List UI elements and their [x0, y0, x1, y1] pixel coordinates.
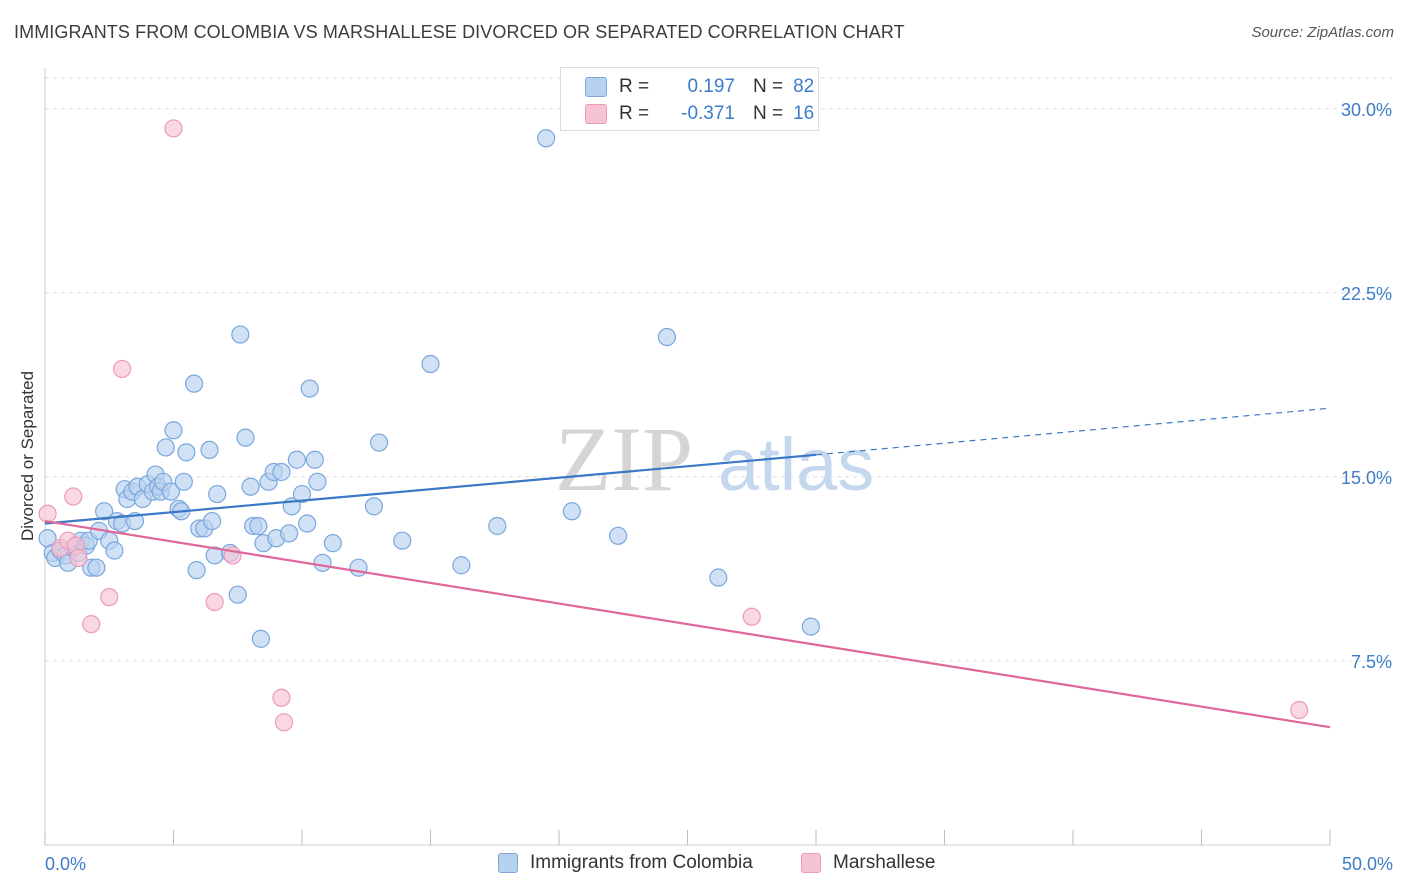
- chart-title: IMMIGRANTS FROM COLOMBIA VS MARSHALLESE …: [14, 22, 905, 42]
- data-point-colombia: [202, 511, 222, 531]
- legend-r-value: 0.197: [687, 76, 735, 97]
- series-marshallese-points: [38, 119, 1309, 732]
- legend-swatch-marshallese: [585, 104, 607, 124]
- watermark: ZIP atlas: [555, 408, 874, 510]
- data-point-colombia: [200, 440, 219, 460]
- data-point-colombia: [208, 484, 227, 504]
- legend-n-value: 16: [793, 103, 815, 124]
- data-point-colombia: [298, 514, 317, 533]
- data-point-colombia: [323, 534, 342, 553]
- data-point-marshallese: [272, 688, 291, 707]
- data-point-colombia: [184, 374, 204, 393]
- data-point-colombia: [488, 516, 507, 536]
- data-point-colombia: [300, 379, 319, 398]
- data-point-colombia: [164, 421, 183, 440]
- data-point-colombia: [709, 568, 728, 587]
- data-point-colombia: [161, 482, 181, 501]
- data-point-colombia: [313, 553, 332, 572]
- correlation-legend: R = 0.197 N = 82 R = -0.371 N = 16: [560, 67, 819, 131]
- data-point-marshallese: [274, 713, 294, 732]
- legend-swatch-marshallese: [801, 853, 821, 873]
- series-legend: Immigrants from Colombia Marshallese: [0, 852, 1406, 878]
- y-tick-label: 7.5%: [1351, 652, 1392, 672]
- tick-labels: 7.5% 15.0% 22.5% 30.0% 0.0% 50.0%: [45, 100, 1393, 874]
- data-point-colombia: [801, 617, 820, 636]
- trend-lines: [44, 407, 1331, 729]
- y-tick-label: 22.5%: [1341, 284, 1392, 304]
- data-point-colombia: [95, 502, 114, 521]
- legend-n-label: N =: [753, 76, 784, 97]
- data-point-colombia: [228, 585, 247, 604]
- data-point-colombia: [236, 428, 255, 447]
- data-point-colombia: [292, 484, 312, 504]
- data-point-colombia: [249, 516, 268, 536]
- data-point-colombia: [393, 531, 412, 550]
- legend-row-colombia: R = 0.197 N = 82: [585, 75, 814, 99]
- legend-label-colombia: Immigrants from Colombia: [530, 852, 753, 873]
- legend-n-value: 82: [793, 76, 815, 97]
- data-point-colombia: [308, 472, 327, 491]
- data-point-marshallese: [1290, 700, 1309, 720]
- data-point-marshallese: [82, 615, 101, 634]
- trend-line-colombia-extension: [815, 407, 1331, 456]
- legend-item-colombia[interactable]: Immigrants from Colombia: [498, 852, 753, 874]
- data-point-colombia: [272, 462, 291, 482]
- data-point-colombia: [609, 526, 628, 545]
- legend-swatch-colombia: [585, 77, 607, 97]
- legend-swatch-colombia: [498, 853, 518, 873]
- data-point-colombia: [187, 561, 206, 580]
- data-point-colombia: [287, 450, 306, 469]
- data-point-marshallese: [164, 119, 183, 138]
- watermark-zip: ZIP: [555, 408, 693, 510]
- data-point-marshallese: [64, 487, 83, 506]
- legend-label-marshallese: Marshallese: [833, 852, 936, 873]
- source-label: Source: ZipAtlas.com: [1251, 24, 1394, 41]
- data-point-colombia: [537, 129, 556, 148]
- data-point-colombia: [231, 325, 250, 344]
- y-tick-label: 15.0%: [1341, 468, 1392, 488]
- data-point-colombia: [241, 477, 260, 496]
- data-point-colombia: [562, 502, 581, 521]
- trend-line-marshallese: [44, 519, 1331, 729]
- data-point-marshallese: [205, 592, 224, 612]
- legend-item-marshallese[interactable]: Marshallese: [801, 852, 935, 874]
- data-point-marshallese: [742, 607, 761, 626]
- trend-line-colombia: [44, 453, 817, 525]
- data-point-colombia: [280, 524, 299, 543]
- data-point-marshallese: [112, 359, 132, 379]
- data-point-colombia: [349, 558, 368, 577]
- watermark-atlas: atlas: [718, 423, 874, 506]
- axes: [44, 68, 1331, 846]
- legend-n-label: N =: [753, 103, 784, 124]
- data-point-colombia: [370, 433, 389, 452]
- data-point-colombia: [156, 438, 175, 457]
- data-point-colombia: [174, 472, 193, 491]
- data-point-colombia: [364, 497, 384, 516]
- data-point-colombia: [421, 354, 440, 374]
- series-colombia-points: [38, 129, 820, 648]
- data-point-colombia: [251, 629, 270, 648]
- x-tick-label: 50.0%: [1342, 854, 1393, 874]
- data-point-colombia: [657, 327, 677, 347]
- legend-r-label: R =: [619, 103, 650, 124]
- data-point-marshallese: [100, 588, 119, 607]
- data-point-marshallese: [69, 548, 88, 567]
- data-point-colombia: [105, 541, 124, 560]
- legend-r-value: -0.371: [681, 103, 735, 124]
- legend-r-label: R =: [619, 76, 650, 97]
- x-tick-label: 0.0%: [45, 854, 86, 874]
- y-tick-label: 30.0%: [1341, 100, 1392, 120]
- data-point-colombia: [452, 556, 471, 575]
- data-point-marshallese: [38, 504, 57, 523]
- data-point-colombia: [305, 450, 324, 469]
- legend-row-marshallese: R = -0.371 N = 16: [585, 102, 814, 126]
- data-point-colombia: [177, 443, 196, 462]
- data-point-colombia: [87, 558, 106, 577]
